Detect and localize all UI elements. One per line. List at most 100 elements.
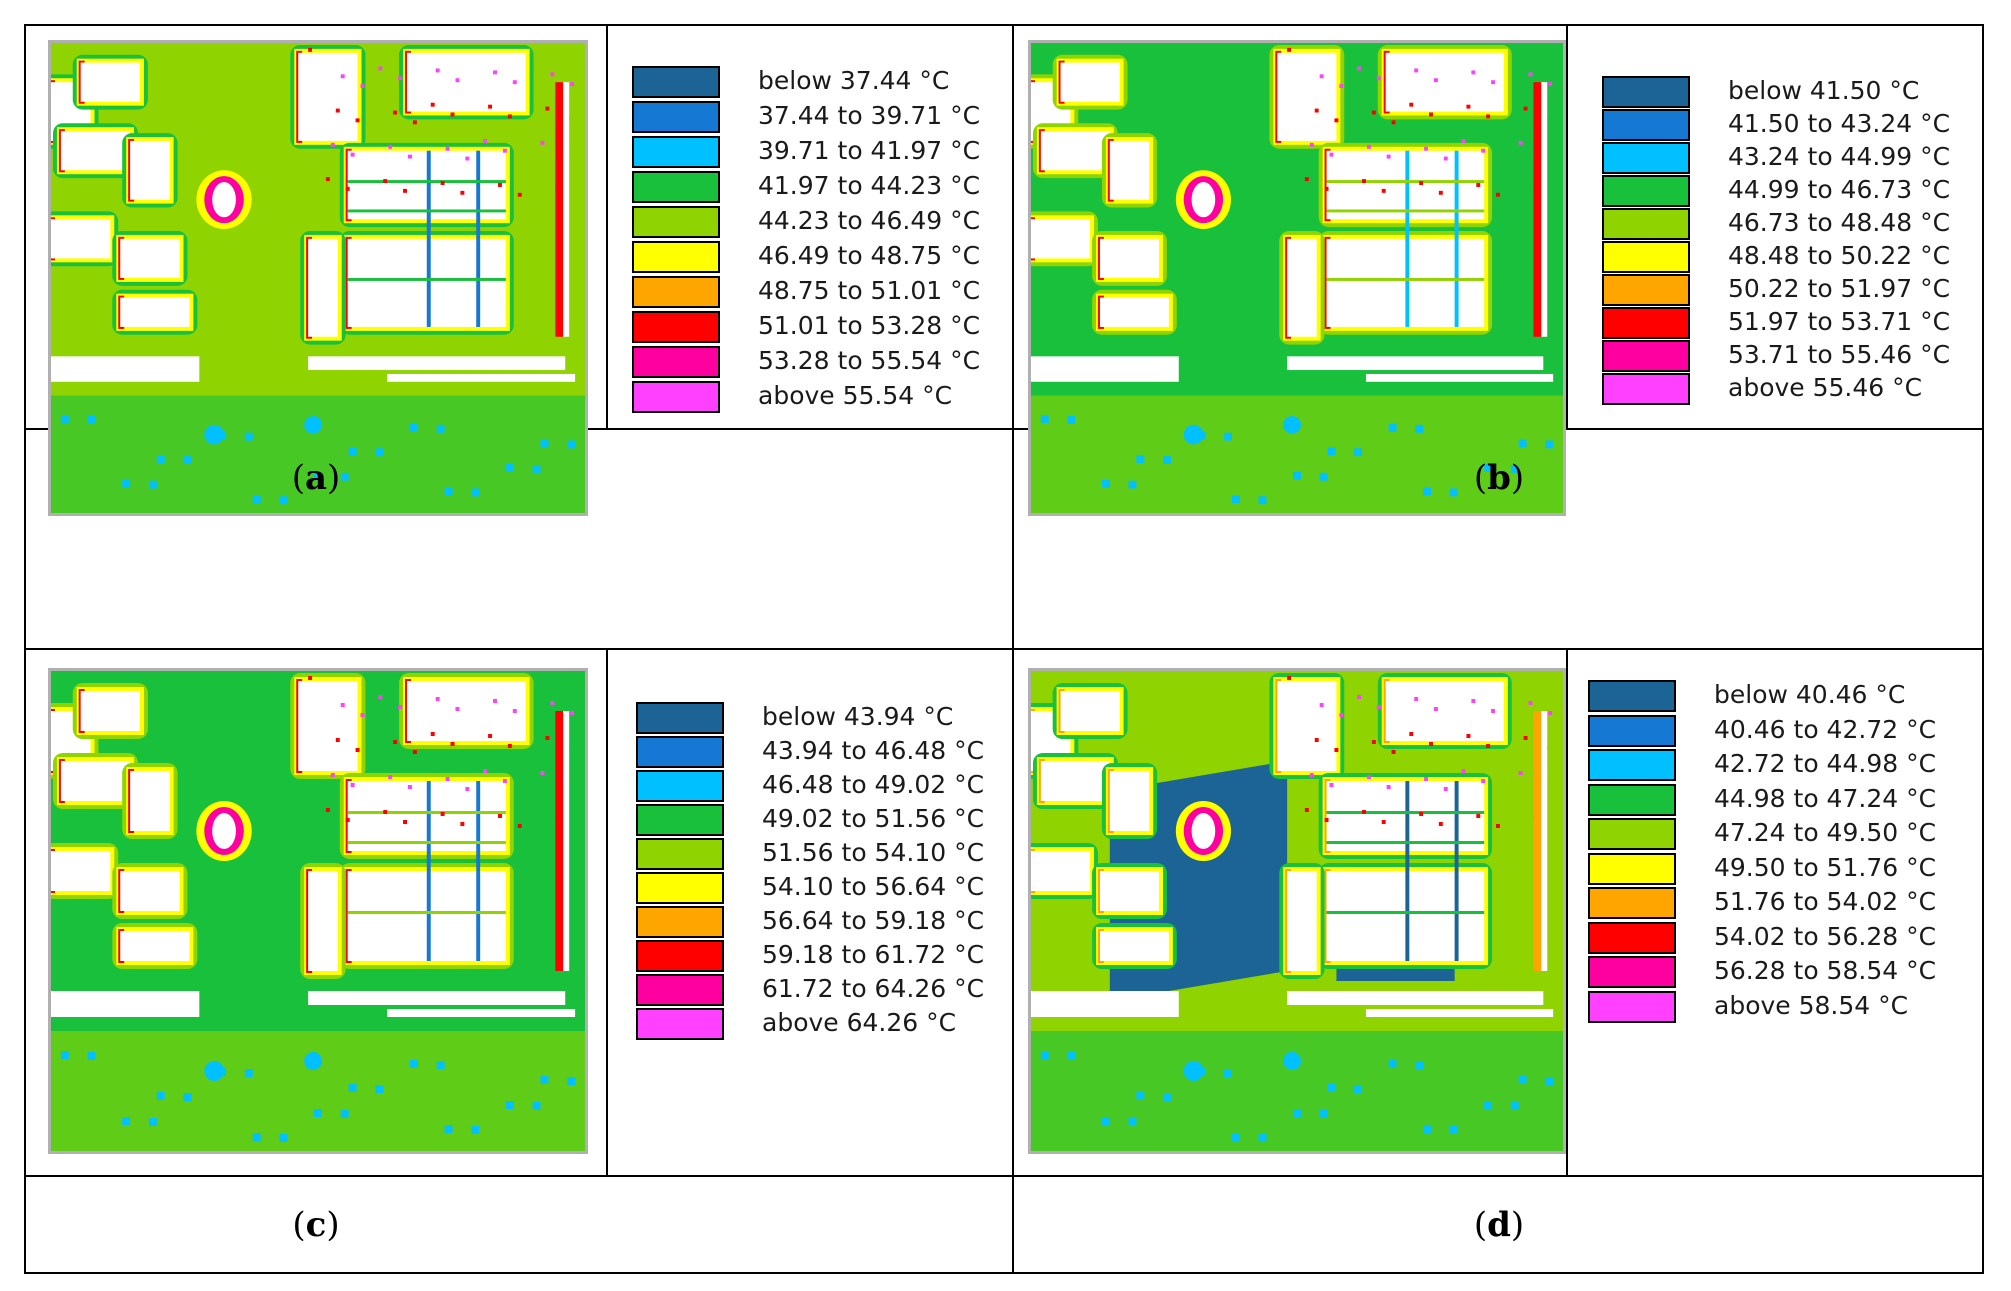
legend-item: 47.24 to 49.50 °C (1588, 816, 1968, 852)
legend-label: 61.72 to 64.26 °C (762, 974, 985, 1003)
legend-label: 53.28 to 55.54 °C (758, 346, 981, 375)
legend-swatch (1588, 852, 1676, 885)
legend-label: below 41.50 °C (1728, 76, 1920, 105)
legend-label: above 64.26 °C (762, 1008, 957, 1037)
legend-swatch (636, 872, 724, 904)
building (1060, 62, 1120, 102)
thermal-map-a (48, 40, 588, 516)
building (1031, 219, 1091, 259)
legend-swatch (1588, 990, 1676, 1023)
legend-label: above 55.46 °C (1728, 373, 1923, 402)
legend-item: above 58.54 °C (1588, 989, 1968, 1025)
building (407, 52, 526, 112)
legend-item: 49.02 to 51.56 °C (636, 802, 996, 838)
building (130, 140, 170, 200)
legend-label: 41.97 to 44.23 °C (758, 171, 981, 200)
legend-swatch (1588, 956, 1676, 988)
building (1099, 931, 1169, 961)
legend-swatch (1602, 142, 1690, 174)
legend-label: 37.44 to 39.71 °C (758, 101, 981, 130)
legend-label: below 37.44 °C (758, 66, 950, 95)
legend-swatch (1588, 680, 1676, 712)
thermal-map-d (1028, 668, 1566, 1154)
grid-line (26, 428, 1982, 430)
legend-item: 59.18 to 61.72 °C (636, 938, 996, 974)
legend-swatch (1602, 340, 1690, 372)
legend-label: 51.56 to 54.10 °C (762, 838, 985, 867)
building (1385, 681, 1504, 741)
building (1287, 238, 1317, 337)
building (1099, 297, 1169, 327)
legend-item: 54.02 to 56.28 °C (1588, 920, 1968, 956)
legend-swatch (636, 906, 724, 938)
legend-label: 50.22 to 51.97 °C (1728, 274, 1951, 303)
building (298, 681, 358, 771)
legend-item: 41.50 to 43.24 °C (1602, 107, 1972, 143)
legend-item: 48.48 to 50.22 °C (1602, 239, 1972, 275)
legend-swatch (1588, 749, 1676, 781)
legend-item: 44.99 to 46.73 °C (1602, 173, 1972, 209)
legend-item: 46.73 to 48.48 °C (1602, 206, 1972, 242)
legend-label: 46.73 to 48.48 °C (1728, 208, 1951, 237)
legend-item: 50.22 to 51.97 °C (1602, 272, 1972, 308)
legend-swatch (636, 702, 724, 734)
building (1287, 871, 1317, 971)
building (80, 62, 140, 102)
thermal-map-b (1028, 40, 1566, 516)
legend-item: 54.10 to 56.64 °C (636, 870, 996, 906)
grid-line (1566, 26, 1568, 428)
legend-item: above 64.26 °C (636, 1006, 996, 1042)
building (51, 219, 111, 259)
legend-swatch (1602, 274, 1690, 306)
legend-swatch (636, 1008, 724, 1040)
legend-swatch (632, 381, 720, 413)
figure-frame: below 37.44 °C 37.44 to 39.71 °C 39.71 to … (24, 24, 1984, 1274)
grid-line (1012, 26, 1014, 1272)
legend-item: 44.23 to 46.49 °C (632, 204, 992, 240)
grid-line (1566, 648, 1568, 1175)
legend-swatch (636, 940, 724, 972)
legend-label: 56.28 to 58.54 °C (1714, 956, 1937, 985)
legend-swatch (1602, 373, 1690, 405)
building (1099, 238, 1160, 278)
legend-d: below 40.46 °C 40.46 to 42.72 °C 42.72 to … (1588, 678, 1968, 1138)
legend-label: 49.02 to 51.56 °C (762, 804, 985, 833)
legend-c: below 43.94 °C 43.94 to 46.48 °C 46.48 to … (636, 700, 996, 1160)
legend-swatch (632, 346, 720, 378)
legend-label: above 58.54 °C (1714, 990, 1909, 1020)
building (1109, 771, 1150, 831)
legend-label: 43.94 to 46.48 °C (762, 736, 985, 765)
legend-swatch (632, 171, 720, 203)
legend-item: 49.50 to 51.76 °C (1588, 851, 1968, 887)
legend-item: 51.76 to 54.02 °C (1588, 885, 1968, 921)
legend-swatch (1602, 76, 1690, 108)
legend-item: 53.71 to 55.46 °C (1602, 338, 1972, 374)
legend-label: 51.97 to 53.71 °C (1728, 307, 1951, 336)
legend-swatch (632, 101, 720, 133)
legend-label: 40.46 to 42.72 °C (1714, 714, 1937, 744)
legend-swatch (636, 838, 724, 870)
legend-label: 54.02 to 56.28 °C (1714, 921, 1937, 951)
legend-swatch (636, 770, 724, 802)
building (308, 871, 338, 971)
legend-item: 42.72 to 44.98 °C (1588, 747, 1968, 783)
caption-c: (c) (292, 1204, 340, 1245)
legend-label: below 43.94 °C (762, 702, 954, 731)
caption-b: (b) (1473, 458, 1525, 498)
legend-label: 59.18 to 61.72 °C (762, 940, 985, 969)
legend-swatch (1588, 818, 1676, 850)
legend-item: 46.48 to 49.02 °C (636, 768, 996, 804)
building (1277, 52, 1337, 141)
building (1040, 131, 1110, 171)
legend-swatch (632, 66, 720, 98)
building (1099, 871, 1160, 911)
legend-label: 43.24 to 44.99 °C (1728, 142, 1951, 171)
legend-item: 44.98 to 47.24 °C (1588, 782, 1968, 818)
legend-item: 37.44 to 39.71 °C (632, 99, 992, 135)
legend-swatch (1588, 714, 1676, 747)
legend-item: 39.71 to 41.97 °C (632, 134, 992, 170)
legend-label: above 55.54 °C (758, 381, 953, 410)
building (1277, 681, 1337, 771)
legend-item: above 55.54 °C (632, 379, 992, 415)
building (130, 771, 170, 831)
